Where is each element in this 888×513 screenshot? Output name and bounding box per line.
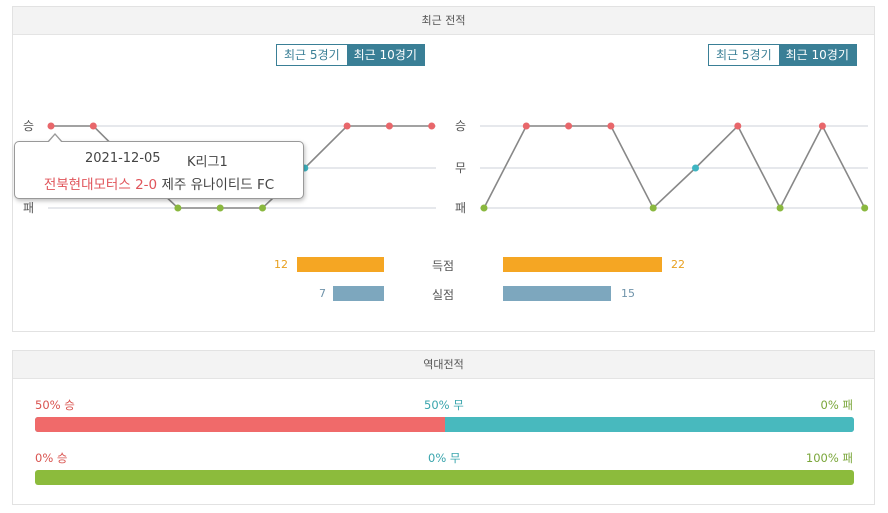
right-result-point[interactable] <box>649 204 657 212</box>
right-result-point[interactable] <box>522 122 530 130</box>
right-range-toggle: 최근 5경기 최근 10경기 <box>708 44 857 66</box>
right-goals-bar <box>503 257 662 272</box>
right-result-point[interactable] <box>734 122 742 130</box>
right-result-point[interactable] <box>861 204 869 212</box>
right-recent-10-button[interactable]: 최근 10경기 <box>778 45 856 65</box>
left-result-point[interactable] <box>47 122 55 130</box>
h2h-row2-win-label: 0% 승 <box>35 451 68 465</box>
head-to-head-title: 역대전적 <box>13 351 874 379</box>
left-result-point[interactable] <box>385 122 393 130</box>
left-result-point[interactable] <box>343 122 351 130</box>
right-conceded-bar <box>503 286 612 301</box>
tooltip-away-team: 제주 유나이티드 FC <box>161 177 275 193</box>
left-goals-bar <box>297 257 384 272</box>
left-result-point[interactable] <box>259 204 266 212</box>
goals-label: 득점 <box>431 259 455 273</box>
h2h-row1-draw-label: 50% 무 <box>424 398 464 412</box>
left-conceded-bar <box>333 286 384 301</box>
tooltip-league: K리그1 <box>187 155 228 170</box>
left-range-toggle: 최근 5경기 최근 10경기 <box>276 44 425 66</box>
right-form-chart: 승무패 <box>455 119 869 215</box>
right-result-point[interactable] <box>692 164 699 172</box>
right-y-label-loss: 패 <box>455 201 466 215</box>
left-y-label-loss: 패 <box>23 201 34 215</box>
left-result-point[interactable] <box>89 122 97 130</box>
h2h-row2-bar <box>35 470 854 485</box>
match-tooltip: 2021-12-05 K리그1 전북현대모터스 2-0 제주 유나이티드 FC <box>14 133 304 199</box>
h2h-win-segment <box>35 417 445 432</box>
h2h-loss-segment <box>35 470 854 485</box>
tooltip-score: 2-0 <box>135 177 158 193</box>
right-result-point[interactable] <box>565 122 573 130</box>
h2h-row2-loss-label: 100% 패 <box>805 451 853 465</box>
left-result-point[interactable] <box>428 122 436 130</box>
recent-form-title: 최근 전적 <box>13 7 874 35</box>
h2h-row1-win-label: 50% 승 <box>35 398 75 412</box>
right-y-label-draw: 무 <box>455 161 466 175</box>
conceded-label: 실점 <box>431 288 455 302</box>
left-recent-5-button[interactable]: 최근 5경기 <box>277 45 347 65</box>
h2h-draw-segment <box>444 417 854 432</box>
right-result-point[interactable] <box>776 204 784 212</box>
right-goals-value: 22 <box>671 258 685 271</box>
left-y-label-win: 승 <box>23 119 34 133</box>
right-conceded-value: 15 <box>621 287 635 300</box>
right-y-label-win: 승 <box>455 119 466 133</box>
h2h-row2-draw-label: 0% 무 <box>428 451 461 465</box>
right-result-point[interactable] <box>818 122 826 130</box>
left-result-point[interactable] <box>216 204 224 212</box>
tooltip-date: 2021-12-05 <box>85 151 161 166</box>
left-result-point[interactable] <box>174 204 182 212</box>
right-result-point[interactable] <box>480 204 488 212</box>
left-conceded-value: 7 <box>319 287 326 300</box>
right-recent-5-button[interactable]: 최근 5경기 <box>709 45 779 65</box>
h2h-row1-bar <box>35 417 854 432</box>
h2h-row1-loss-label: 0% 패 <box>820 398 853 412</box>
left-recent-10-button[interactable]: 최근 10경기 <box>346 45 424 65</box>
right-result-point[interactable] <box>607 122 615 130</box>
left-goals-value: 12 <box>274 258 288 271</box>
tooltip-home-team: 전북현대모터스 <box>43 177 131 193</box>
right-form-line <box>483 124 866 210</box>
